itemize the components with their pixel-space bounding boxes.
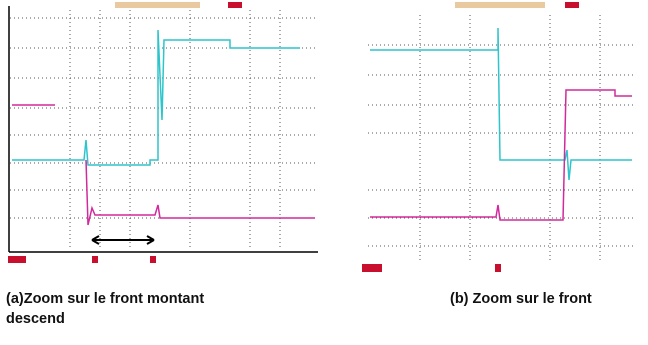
- scope-a: [6, 2, 318, 263]
- figure: [0, 0, 648, 290]
- status-bar: [115, 2, 200, 8]
- indicator: [362, 264, 382, 272]
- caption: (a)Zoom sur le front montant: [6, 291, 204, 307]
- indicator: [228, 2, 242, 8]
- indicator: [8, 256, 26, 263]
- indicator: [92, 256, 98, 263]
- caption: descend: [6, 311, 65, 327]
- status-bar: [455, 2, 545, 8]
- indicator: [495, 264, 501, 272]
- indicator: [565, 2, 579, 8]
- indicator: [150, 256, 156, 263]
- caption: (b) Zoom sur le front: [450, 291, 592, 307]
- scope-b: [362, 2, 640, 274]
- page: (a)Zoom sur le front montant (b) Zoom su…: [0, 0, 648, 345]
